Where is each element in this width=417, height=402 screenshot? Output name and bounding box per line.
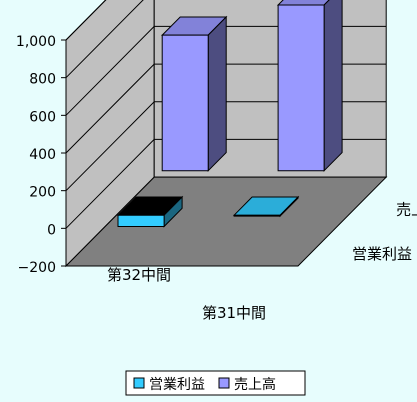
y-tick-label: −200	[18, 260, 56, 276]
gridline	[65, 0, 107, 41]
x-tick-label: 第31中間	[202, 304, 266, 322]
bar-side	[323, 0, 343, 172]
legend-label: 売上高	[234, 376, 276, 393]
series-axis-label: 営業利益	[352, 245, 412, 263]
bar-side	[207, 15, 227, 172]
legend-swatch	[133, 377, 145, 389]
series-axis-labels: 営業利益 売上高	[352, 200, 417, 262]
legend-swatch	[218, 377, 230, 389]
legend-box	[125, 370, 306, 396]
y-tick-label: 1,000	[16, 34, 56, 50]
bars	[116, 0, 343, 228]
bar-front	[277, 4, 325, 172]
gridline	[65, 0, 144, 79]
bar-front	[161, 34, 209, 172]
bar-front	[233, 214, 281, 217]
x-tick-label: 第32中間	[107, 266, 171, 284]
y-tick-label: 0	[47, 222, 56, 238]
legend: 営業利益 売上高	[125, 370, 306, 396]
bar-1-0	[232, 195, 300, 218]
y-axis-ticks: 1,000 800 600 400 200 0 −200	[16, 34, 66, 276]
bar-1-1	[276, 0, 343, 172]
y-tick-label: 400	[29, 147, 56, 163]
bar-front	[117, 214, 165, 227]
y-tick-label: 600	[29, 109, 56, 125]
legend-label: 営業利益	[149, 377, 205, 393]
bar-0-1	[160, 15, 228, 172]
y-tick-label: 800	[29, 72, 56, 88]
series-axis-label: 売上高	[396, 200, 417, 218]
bar-0-0	[116, 195, 184, 228]
y-tick-label: 200	[29, 185, 56, 201]
